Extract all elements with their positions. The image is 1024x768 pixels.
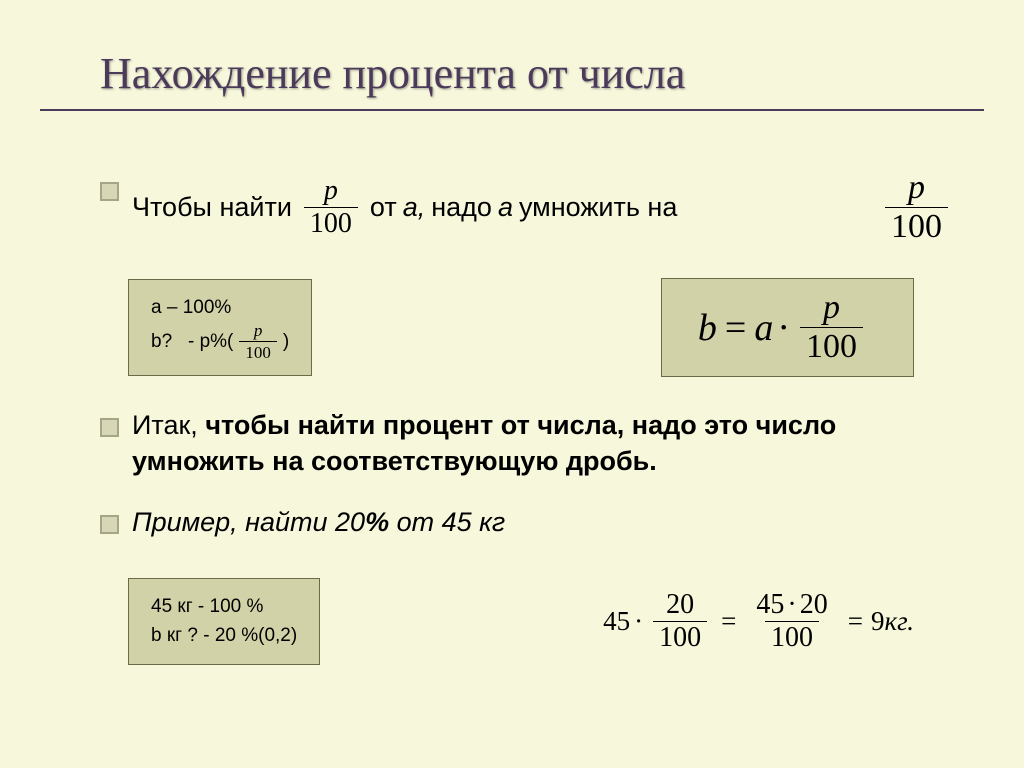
frac-den: 100 xyxy=(765,621,819,652)
title-rule xyxy=(40,109,984,111)
equals: = xyxy=(848,606,863,637)
bullet-rule: Итак, чтобы найти процент от числа, надо… xyxy=(100,407,954,480)
var-a: a, xyxy=(403,189,426,225)
example-calculation: 45 · 20 100 = 45·20 100 = 9кг. xyxy=(603,591,914,652)
formula-row: a – 100% b? - p%( p 100 ) b = a · p 100 xyxy=(100,268,954,407)
frac-num: 45·20 xyxy=(750,591,833,621)
text: от 45 кг xyxy=(389,507,505,537)
dot: · xyxy=(634,606,643,637)
slide-title: Нахождение процента от числа xyxy=(100,48,954,99)
num: 45 xyxy=(603,606,630,637)
slide: Нахождение процента от числа Чтобы найти… xyxy=(0,0,1024,768)
formula-box: b = a · p 100 xyxy=(661,278,914,377)
frac-den: 100 xyxy=(800,327,863,364)
text: от xyxy=(370,189,397,225)
frac-num: p xyxy=(817,291,846,327)
fraction-p-100-small: p 100 xyxy=(239,322,277,361)
box-line2: b кг ? - 20 %(0,2) xyxy=(151,622,297,651)
frac-num: p xyxy=(248,322,269,341)
fraction-45x20-100: 45·20 100 xyxy=(750,591,833,652)
box-line1: a – 100% xyxy=(151,294,289,323)
frac-den: 100 xyxy=(239,341,277,361)
n: 45 xyxy=(756,589,784,620)
proportion-box-bottom: 45 кг - 100 % b кг ? - 20 %(0,2) xyxy=(128,578,320,665)
box-line1: 45 кг - 100 % xyxy=(151,593,297,622)
text: b? - p%( xyxy=(151,328,233,357)
text: Чтобы найти xyxy=(132,189,292,225)
text: умножить на xyxy=(519,189,677,225)
var-a: a xyxy=(754,306,773,350)
fraction-20-100: 20 100 xyxy=(653,591,707,652)
frac-den: 100 xyxy=(653,621,707,652)
bullet-list: Чтобы найти p 100 от a, надо а умножить … xyxy=(100,171,954,244)
dot: · xyxy=(787,589,796,620)
var-a: а xyxy=(498,189,513,225)
proportion-box-left: a – 100% b? - p%( p 100 ) xyxy=(128,279,312,377)
unit: кг. xyxy=(884,606,914,637)
frac-num: p xyxy=(318,177,344,207)
text: ) xyxy=(283,328,289,357)
bullet-list: Итак, чтобы найти процент от числа, надо… xyxy=(100,407,954,540)
bullet-find-percent: Чтобы найти p 100 от a, надо а умножить … xyxy=(100,171,954,244)
frac-num: p xyxy=(902,171,931,207)
fraction-p-100-formula: p 100 xyxy=(800,291,863,364)
equals: = xyxy=(725,306,746,350)
var-b: b xyxy=(698,306,717,350)
frac-den: 100 xyxy=(304,207,358,238)
text: Итак, xyxy=(132,410,205,440)
box-line2: b? - p%( p 100 ) xyxy=(151,322,289,361)
percent-sign: % xyxy=(365,507,389,537)
rule-bold: чтобы найти процент от числа, надо это ч… xyxy=(132,410,836,476)
text: надо xyxy=(431,189,492,225)
fraction-p-100: p 100 xyxy=(304,177,358,238)
bullet-example: Пример, найти 20% от 45 кг xyxy=(100,504,954,540)
equals: = xyxy=(721,606,736,637)
dot: · xyxy=(777,306,790,350)
fraction-p-100-right: p 100 xyxy=(885,171,948,244)
frac-num: 20 xyxy=(660,591,700,621)
frac-den: 100 xyxy=(885,207,948,244)
n: 20 xyxy=(800,589,828,620)
text: Пример, найти 20 xyxy=(132,507,365,537)
example-row: 45 кг - 100 % b кг ? - 20 %(0,2) 45 · 20… xyxy=(100,564,954,665)
result: 9 xyxy=(871,606,885,637)
